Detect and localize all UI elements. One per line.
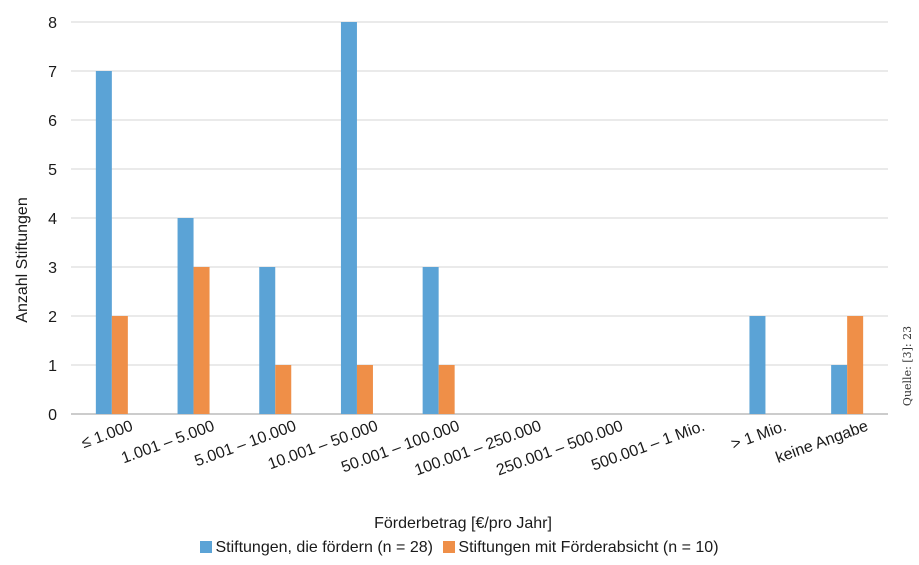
y-tick-label: 7 [48, 64, 57, 81]
bar-series-2 [193, 267, 210, 414]
y-tick-label: 6 [48, 113, 57, 130]
bar-series-2 [111, 316, 128, 414]
bar-series-1 [95, 71, 112, 414]
y-tick-label: 5 [48, 162, 57, 179]
legend-item-foerderabsicht: Stiftungen mit Förderabsicht (n = 10) [443, 539, 719, 557]
legend-swatch-foerderabsicht [443, 541, 456, 553]
bar-series-1 [259, 267, 276, 414]
x-tick-label: ≤ 1.000 [79, 418, 135, 452]
legend-label-foerdern: Stiftungen, die fördern (n = 28) [215, 539, 433, 556]
y-tick-label: 1 [48, 358, 57, 375]
y-tick-label: 8 [48, 15, 57, 32]
x-axis-title: Förderbetrag [€/pro Jahr] [374, 515, 552, 532]
legend: Stiftungen, die fördern (n = 28) Stiftun… [0, 539, 919, 557]
bars [95, 22, 864, 414]
bar-series-2 [847, 316, 864, 414]
bar-series-1 [177, 218, 194, 414]
bar-series-2 [356, 365, 373, 414]
x-tick-label: keine Angabe [774, 418, 871, 467]
y-axis-title: Anzahl Stiftungen [14, 197, 31, 322]
legend-swatch-foerdern [200, 541, 213, 553]
y-tick-label: 4 [48, 211, 57, 228]
bar-series-1 [340, 22, 357, 414]
y-tick-label: 2 [48, 309, 57, 326]
y-axis-ticks: 0 1 2 3 4 5 6 7 8 [48, 15, 57, 424]
source-note: Quelle: [3]: 23 [901, 326, 914, 406]
bar-series-2 [438, 365, 455, 414]
y-tick-label: 3 [48, 260, 57, 277]
bar-series-1 [422, 267, 439, 414]
legend-label-foerderabsicht: Stiftungen mit Förderabsicht (n = 10) [458, 539, 719, 556]
legend-item-foerdern: Stiftungen, die fördern (n = 28) [200, 539, 433, 557]
bar-series-1 [749, 316, 766, 414]
bar-series-2 [275, 365, 292, 414]
y-tick-label: 0 [48, 407, 57, 424]
bar-series-1 [831, 365, 848, 414]
